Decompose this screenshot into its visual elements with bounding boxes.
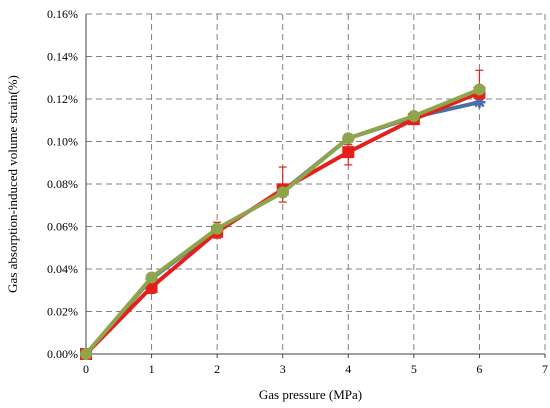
- y-tick-label: 0.02%: [47, 305, 78, 319]
- data-point: [211, 222, 224, 235]
- data-point: [342, 146, 355, 159]
- x-tick-label: 0: [83, 362, 89, 376]
- x-tick-labels: 0 1 2 3 4 5 6 7: [83, 362, 548, 376]
- series: [80, 69, 486, 360]
- x-tick-label: 3: [280, 362, 286, 376]
- x-axis-title: Gas pressure (MPa): [259, 387, 362, 402]
- data-point: [80, 348, 92, 360]
- data-point: [407, 110, 420, 122]
- x-tick-label: 6: [476, 362, 482, 376]
- data-point: [342, 132, 355, 145]
- y-tick-label: 0.04%: [47, 262, 78, 276]
- grid-lines: [86, 13, 546, 354]
- data-point: [473, 83, 486, 96]
- y-tick-label: 0.00%: [47, 347, 78, 361]
- y-tick-label: 0.16%: [47, 7, 78, 21]
- data-point: [145, 271, 158, 284]
- data-point: [473, 96, 486, 109]
- series-circle: [80, 83, 486, 360]
- x-tick-label: 4: [345, 362, 351, 376]
- y-tick-label: 0.08%: [47, 177, 78, 191]
- axes: [85, 14, 546, 358]
- data-point: [276, 186, 289, 199]
- y-tick-label: 0.14%: [47, 50, 78, 64]
- x-tick-label: 5: [411, 362, 417, 376]
- y-tick-label: 0.12%: [47, 92, 78, 106]
- x-tick-label: 7: [542, 362, 548, 376]
- y-tick-label: 0.06%: [47, 220, 78, 234]
- y-tick-labels: 0.00% 0.02% 0.04% 0.06% 0.08% 0.10% 0.12% 0.14%…: [47, 7, 78, 361]
- y-axis-title: Gas absorption-induced volume strain(%): [5, 75, 20, 293]
- x-tick-label: 1: [149, 362, 155, 376]
- x-tick-label: 2: [214, 362, 220, 376]
- y-tick-label: 0.10%: [47, 135, 78, 149]
